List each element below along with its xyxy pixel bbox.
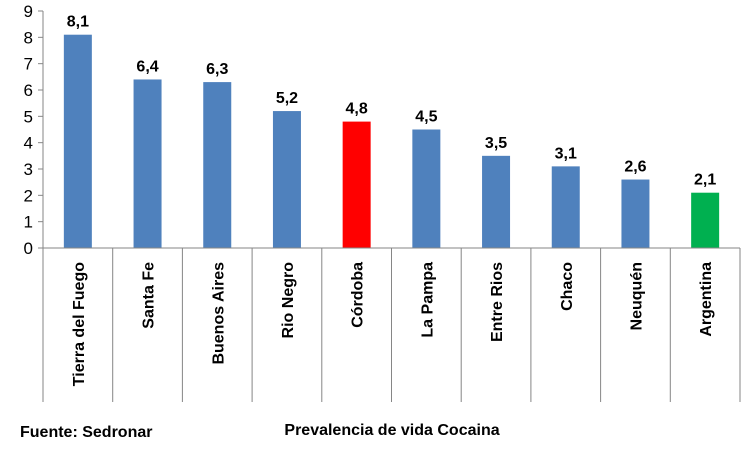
bar <box>133 79 162 248</box>
data-label: 3,1 <box>555 145 577 162</box>
bar <box>63 34 92 249</box>
category-label: La Pampa <box>419 262 436 338</box>
category-label: Córdoba <box>350 262 367 328</box>
data-label: 6,4 <box>136 58 158 75</box>
data-label: 5,2 <box>276 90 298 107</box>
y-tick-label: 5 <box>24 107 33 126</box>
source-note: Fuente: Sedronar <box>20 424 152 441</box>
bar <box>203 82 232 248</box>
y-tick-label: 0 <box>24 239 33 258</box>
data-label: 2,1 <box>694 172 716 189</box>
data-label: 6,3 <box>206 61 228 78</box>
category-label: Tierra del Fuego <box>71 262 88 386</box>
data-label: 8,1 <box>67 14 89 31</box>
data-label: 3,5 <box>485 135 507 152</box>
y-tick-label: 8 <box>24 28 33 47</box>
x-axis-title: Prevalencia de vida Cocaina <box>284 422 499 439</box>
y-tick-label: 3 <box>24 160 33 179</box>
bar <box>691 192 720 248</box>
bar <box>621 179 650 248</box>
category-label: Santa Fe <box>141 262 158 329</box>
bar <box>551 166 580 248</box>
data-label: 2,6 <box>624 159 646 176</box>
bar <box>412 129 441 248</box>
data-label: 4,5 <box>415 109 437 126</box>
category-label: Argentina <box>698 262 715 337</box>
y-tick-label: 6 <box>24 81 33 100</box>
category-label: Rio Negro <box>280 262 297 339</box>
category-label: Buenos Aires <box>210 262 227 365</box>
y-axis: 0 1 2 3 4 5 6 7 8 9 <box>24 2 44 258</box>
y-tick-label: 9 <box>24 2 33 21</box>
category-label: Neuquén <box>628 262 645 330</box>
bar <box>272 111 301 248</box>
y-tick-label: 1 <box>24 213 33 232</box>
data-label: 4,8 <box>346 101 368 118</box>
category-labels: Tierra del Fuego Santa Fe Buenos Aires Rio … <box>42 247 741 402</box>
category-label: Chaco <box>559 262 576 311</box>
y-tick-label: 2 <box>24 186 33 205</box>
y-tick-label: 4 <box>24 134 33 153</box>
bars: 8,1 6,4 6,3 5,2 4,8 4,5 3,5 3,1 2,6 2,1 <box>63 14 720 249</box>
bar <box>342 121 371 248</box>
y-tick-label: 7 <box>24 55 33 74</box>
category-label: Entre Rios <box>489 262 506 342</box>
bar <box>482 155 511 248</box>
